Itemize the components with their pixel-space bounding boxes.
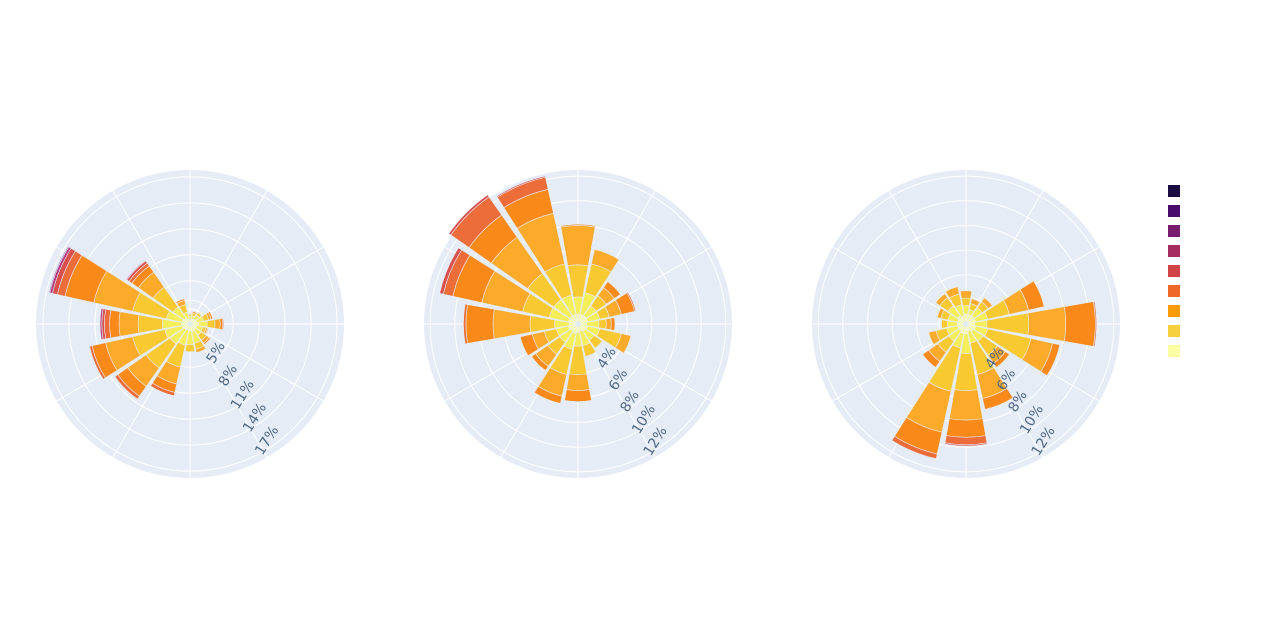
bar-segment <box>175 298 186 304</box>
bar-segment <box>981 297 993 309</box>
bar-segment <box>1019 280 1045 311</box>
bar-segment <box>533 385 563 404</box>
bar-segment <box>582 342 597 357</box>
legend-swatch[interactable] <box>1168 325 1180 337</box>
legend-swatch[interactable] <box>1168 225 1180 237</box>
bar-segment <box>959 290 973 299</box>
bar-segment <box>928 330 941 345</box>
legend-swatch[interactable] <box>1168 345 1180 357</box>
bar-segment <box>114 374 140 400</box>
bar-segment <box>948 389 984 421</box>
legend-swatch[interactable] <box>1168 305 1180 317</box>
bar-segment <box>195 345 207 354</box>
angular-gridline <box>189 323 324 402</box>
bar-segment <box>99 308 104 340</box>
bar-segment <box>941 319 949 329</box>
bar-segment <box>598 318 607 330</box>
bar-segment <box>197 311 203 317</box>
legend-swatch[interactable] <box>1168 245 1180 257</box>
legend-swatch[interactable] <box>1168 185 1180 197</box>
bar-segment <box>614 333 632 354</box>
wind-rose-3: 4%6%8%10%12% <box>812 170 1120 478</box>
bar-segment <box>150 382 176 397</box>
bar-segment <box>560 223 596 228</box>
bar-segment <box>935 293 949 307</box>
bar-segment <box>118 311 140 337</box>
bar-segment <box>566 373 590 391</box>
legend <box>1168 185 1180 365</box>
wind-rose-2: 4%6%8%10%12% <box>424 170 732 478</box>
bar-segment <box>207 311 214 320</box>
bar-segment <box>982 388 1014 410</box>
bar-segment <box>48 245 70 294</box>
bar-segment <box>1027 306 1067 342</box>
bar-segment <box>945 286 960 299</box>
bar-segment <box>184 344 196 352</box>
bar-segment <box>1040 342 1061 377</box>
bar-segment <box>993 351 1010 368</box>
bar-segment <box>463 303 468 345</box>
bar-segment <box>610 317 616 331</box>
legend-swatch[interactable] <box>1168 265 1180 277</box>
bar-segment <box>465 304 495 344</box>
bar-segment <box>891 435 938 460</box>
bar-segment <box>109 309 121 339</box>
bar-segment <box>588 334 603 349</box>
bar-segment <box>922 349 941 368</box>
bar-segment <box>192 310 198 315</box>
bar-segment <box>89 345 106 380</box>
bar-segment <box>605 317 612 331</box>
bar-segment <box>448 194 490 236</box>
wind-rose-1: 5%8%11%14%17% <box>36 170 344 478</box>
legend-swatch[interactable] <box>1168 285 1180 297</box>
legend-swatch[interactable] <box>1168 205 1180 217</box>
bar-segment <box>531 353 549 371</box>
bar-segment <box>564 389 592 402</box>
bar-segment <box>519 333 539 357</box>
bar-segment <box>944 442 988 447</box>
bar-segment <box>603 281 621 299</box>
bar-segment <box>204 327 209 335</box>
bar-segment <box>214 318 221 330</box>
bar-segment <box>187 313 193 315</box>
bar-segment <box>125 259 147 281</box>
bar-segment <box>496 175 546 198</box>
bar-segment <box>936 307 945 319</box>
angular-gridline <box>189 246 324 325</box>
bar-segment <box>222 317 225 331</box>
bar-segment <box>439 247 463 295</box>
bar-segment <box>590 249 620 273</box>
bar-segment <box>104 308 112 340</box>
bar-segment <box>202 336 211 345</box>
bar-segment <box>945 418 987 438</box>
bar-segment <box>626 291 637 312</box>
bar-segment <box>970 298 981 307</box>
bar-segment <box>1063 301 1096 347</box>
bar-segment <box>206 319 216 329</box>
bar-segment <box>961 297 971 307</box>
angular-gridline <box>189 190 268 325</box>
bar-segment <box>1093 300 1097 348</box>
